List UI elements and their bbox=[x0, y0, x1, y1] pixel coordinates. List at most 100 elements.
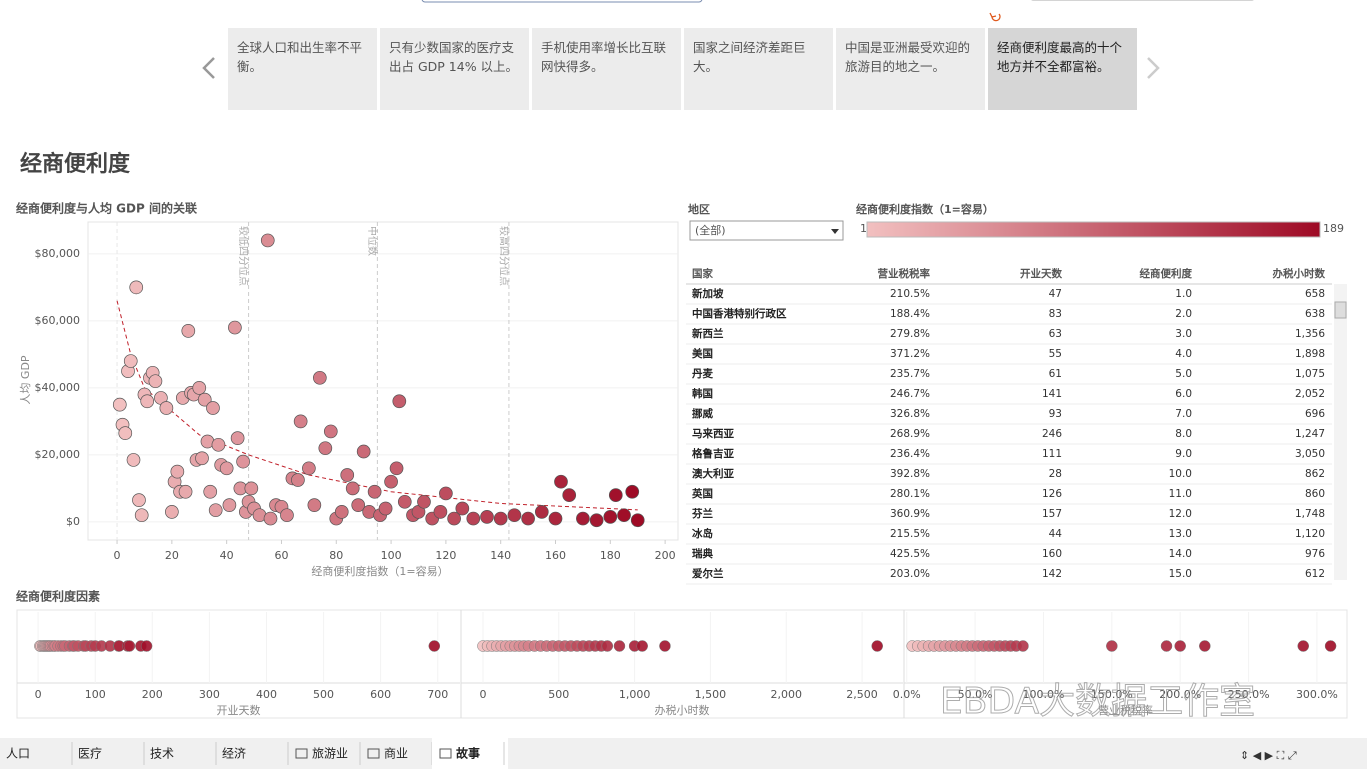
table-cell: 28 bbox=[1049, 468, 1062, 480]
tab[interactable]: 经济 bbox=[222, 746, 246, 761]
story-point[interactable] bbox=[228, 28, 377, 110]
scatter-point bbox=[548, 511, 563, 526]
x-tick-label: 400 bbox=[256, 688, 277, 701]
scatter-point bbox=[562, 488, 577, 502]
y-tick-label: $80,000 bbox=[35, 247, 81, 260]
color-legend bbox=[866, 221, 1321, 238]
story-text-box: 全球人口和出生率不平衡。 bbox=[237, 40, 363, 74]
revert-icon[interactable] bbox=[989, 12, 1001, 22]
strip-point bbox=[1297, 640, 1309, 652]
table-cell: 862 bbox=[1305, 468, 1325, 480]
region-dropdown[interactable] bbox=[689, 220, 844, 241]
strip-point bbox=[613, 640, 626, 652]
table-cell: 658 bbox=[1305, 288, 1325, 300]
story-point[interactable] bbox=[532, 28, 681, 110]
table-cell: 7.0 bbox=[1175, 408, 1192, 420]
story-text-box: 中国是亚洲最受欢迎的旅游目的地之一。 bbox=[845, 40, 970, 74]
x-tick-label: 80 bbox=[329, 549, 343, 562]
country-name: 美国 bbox=[692, 347, 713, 360]
story-point[interactable] bbox=[380, 28, 529, 110]
table-cell: 6.0 bbox=[1175, 388, 1192, 400]
scatter-point bbox=[521, 511, 535, 526]
legend-max: 189 bbox=[1323, 222, 1344, 235]
scatter-point bbox=[118, 426, 133, 440]
table-cell: 111 bbox=[1042, 448, 1062, 460]
scatter-point bbox=[123, 354, 138, 368]
strip-point bbox=[1017, 640, 1029, 652]
x-tick-label: 250.0% bbox=[1228, 688, 1270, 701]
country-name: 马来西亚 bbox=[692, 427, 734, 440]
country-name: 冰岛 bbox=[692, 527, 713, 540]
scatter-point bbox=[312, 370, 327, 385]
x-tick-label: 1,000 bbox=[619, 688, 651, 701]
table-cell: 188.4% bbox=[890, 308, 930, 320]
tab-active bbox=[432, 738, 508, 769]
tab[interactable]: 人口 bbox=[6, 747, 30, 761]
scroll-thumb[interactable] bbox=[1334, 301, 1347, 319]
scatter-point bbox=[230, 431, 245, 445]
prev-arrow[interactable] bbox=[202, 57, 215, 79]
x-tick-label: 200 bbox=[142, 688, 163, 701]
scatter-point bbox=[280, 508, 294, 523]
tab[interactable]: 医疗 bbox=[78, 747, 102, 761]
x-tick-label: 500 bbox=[313, 688, 334, 701]
x-tick-label: 0 bbox=[114, 549, 121, 562]
scatter-point bbox=[603, 510, 618, 524]
tab[interactable]: 技术 bbox=[150, 747, 174, 761]
scatter-point bbox=[134, 508, 149, 523]
strip-point bbox=[140, 640, 153, 652]
scatter-point bbox=[397, 494, 412, 509]
scatter-point bbox=[345, 481, 360, 496]
x-tick-label: 200.0% bbox=[1159, 688, 1201, 701]
scatter-point bbox=[356, 444, 371, 459]
tab[interactable]: 旅游业 bbox=[312, 747, 348, 761]
table-cell: 5.0 bbox=[1175, 368, 1192, 380]
strip-point bbox=[1160, 640, 1173, 652]
scatter-point bbox=[466, 511, 481, 526]
x-tick-label: 60 bbox=[274, 549, 288, 562]
column-header: 国家 bbox=[692, 267, 713, 280]
x-axis-label: 经商便利度指数（1=容易） bbox=[311, 564, 448, 578]
x-tick-label: 600 bbox=[370, 688, 391, 701]
scatter-point bbox=[112, 397, 127, 412]
story-point[interactable] bbox=[988, 28, 1137, 110]
story-text: 手机使用率增长比互联网快得多。 bbox=[541, 40, 667, 74]
scatter-point bbox=[244, 481, 259, 496]
y-tick-label: $0 bbox=[66, 515, 80, 528]
table-cell: 61 bbox=[1049, 368, 1062, 380]
scatter-point bbox=[630, 513, 645, 528]
table-cell: 83 bbox=[1049, 308, 1062, 320]
scatter-point bbox=[170, 464, 185, 479]
next-arrow[interactable] bbox=[1147, 57, 1160, 79]
country-name: 爱尔兰 bbox=[692, 567, 724, 580]
story-text: 全球人口和出生率不平衡。 bbox=[237, 40, 363, 74]
page-title: 经商便利度 bbox=[20, 151, 131, 177]
x-tick-label: 0 bbox=[479, 688, 486, 701]
story-point[interactable] bbox=[836, 28, 985, 110]
story-point[interactable] bbox=[684, 28, 833, 110]
scatter-point bbox=[493, 511, 508, 526]
scatter-point bbox=[219, 461, 234, 476]
table-cell: 15.0 bbox=[1169, 568, 1192, 580]
scatter-point bbox=[392, 394, 407, 409]
scatter-point bbox=[447, 511, 461, 526]
table-cell: 860 bbox=[1305, 488, 1325, 500]
table-cell: 326.8% bbox=[890, 408, 930, 420]
x-tick-label: 20 bbox=[165, 549, 179, 562]
nav-icons[interactable]: ⇕ ◀ ▶ ⛶ ⤢ bbox=[1240, 749, 1297, 762]
scatter-point bbox=[617, 508, 631, 523]
column-header: 营业税税率 bbox=[878, 267, 931, 280]
table-cell: 1,898 bbox=[1295, 348, 1325, 360]
scatter-point bbox=[625, 484, 640, 499]
scatter-point bbox=[126, 453, 141, 467]
table-cell: 44 bbox=[1049, 528, 1063, 540]
scatter-point bbox=[302, 461, 316, 476]
scrollbar[interactable] bbox=[1334, 284, 1347, 580]
country-name: 芬兰 bbox=[691, 507, 713, 520]
scatter-point bbox=[378, 501, 393, 516]
table-cell: 11.0 bbox=[1169, 488, 1192, 500]
tab[interactable]: 商业 bbox=[384, 746, 408, 761]
tab[interactable]: 故事 bbox=[456, 746, 480, 761]
tab-icon bbox=[367, 748, 380, 759]
scatter-point bbox=[439, 486, 453, 501]
